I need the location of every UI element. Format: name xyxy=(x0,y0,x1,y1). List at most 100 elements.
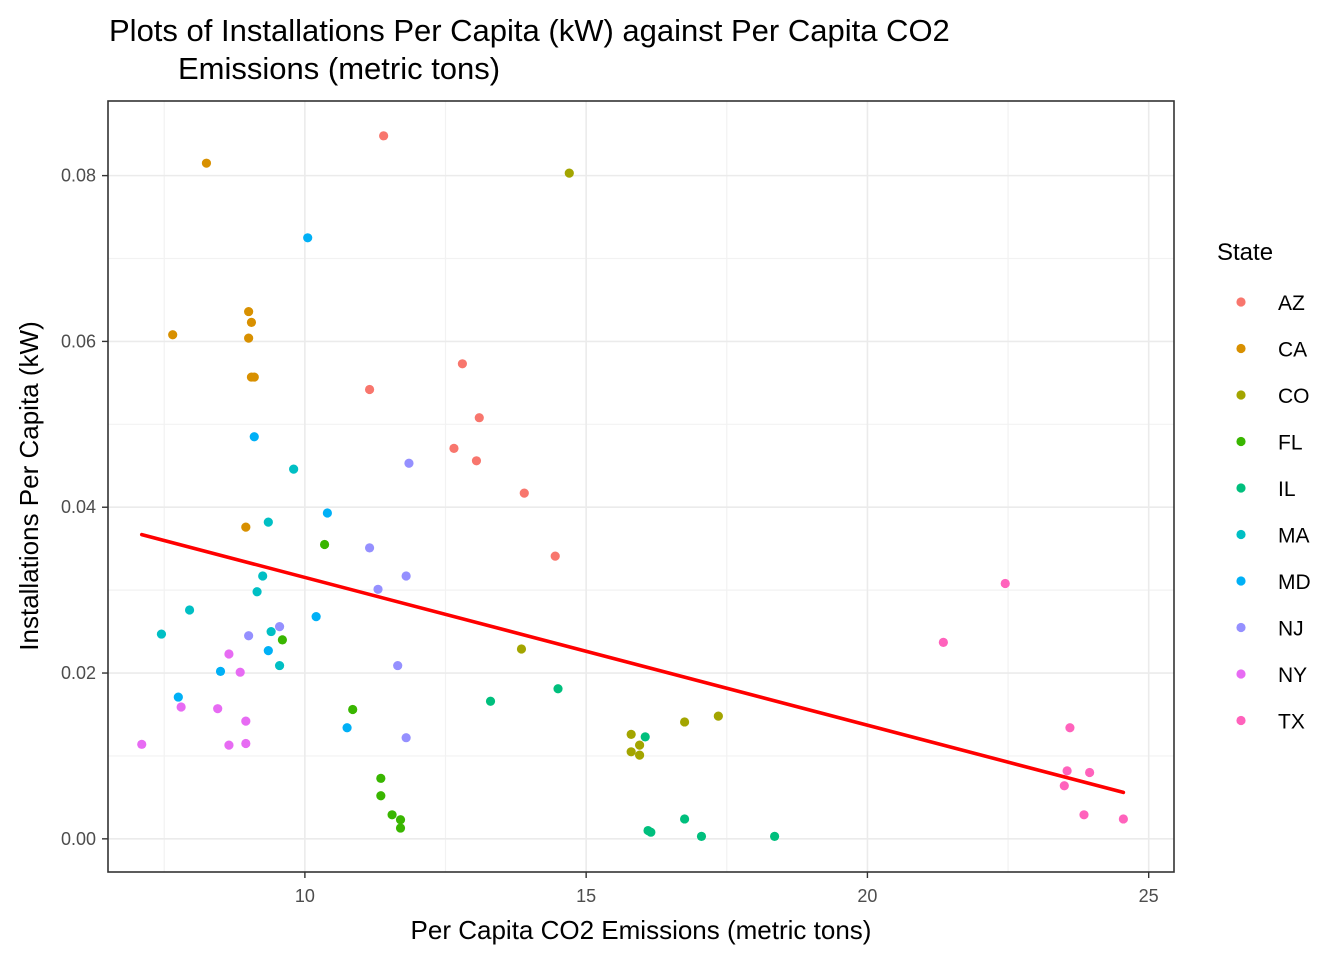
data-point-il xyxy=(640,732,650,742)
data-point-nj xyxy=(401,733,411,743)
data-point-fl xyxy=(387,810,397,820)
data-point-fl xyxy=(376,791,386,801)
data-point-tx xyxy=(1065,723,1075,733)
data-point-nj xyxy=(274,622,285,632)
legend: State AZ CA CO FL IL MA MD NJ NY TX xyxy=(1217,239,1311,734)
data-point-az xyxy=(457,359,467,369)
data-point-co xyxy=(634,740,645,750)
data-point-ny xyxy=(176,702,186,712)
data-point-ma xyxy=(156,629,167,639)
data-point-az xyxy=(474,413,484,423)
data-point-nj xyxy=(364,543,375,553)
data-point-az xyxy=(449,443,459,453)
data-point-ma xyxy=(289,464,299,474)
legend-label-il: IL xyxy=(1278,478,1296,501)
data-point-ny xyxy=(224,740,234,750)
data-point-nj xyxy=(393,660,403,671)
y-tick-label: 0.00 xyxy=(61,829,96,849)
y-tick-label: 0.02 xyxy=(61,663,96,683)
data-point-ny xyxy=(137,739,147,749)
chart-title-line-2: Emissions (metric tons) xyxy=(178,51,500,86)
data-point-fl xyxy=(395,815,406,825)
x-tick-label: 10 xyxy=(295,886,315,906)
data-point-ma xyxy=(263,517,273,527)
data-point-tx xyxy=(1059,781,1069,791)
x-tick-label: 20 xyxy=(857,886,877,906)
legend-label-nj: NJ xyxy=(1278,618,1304,641)
data-point-md xyxy=(263,646,273,656)
data-point-tx xyxy=(1062,766,1072,776)
data-point-il xyxy=(679,814,690,824)
data-point-ma xyxy=(266,626,276,637)
data-point-fl xyxy=(376,773,386,783)
data-point-ma xyxy=(184,605,195,615)
x-tick-label: 25 xyxy=(1139,886,1159,906)
y-tick-label: 0.08 xyxy=(61,166,96,186)
data-point-nj xyxy=(244,631,254,641)
data-point-az xyxy=(364,384,375,395)
legend-title: State xyxy=(1217,239,1273,266)
data-point-az xyxy=(550,551,560,561)
data-point-tx xyxy=(1000,578,1010,589)
data-point-ca xyxy=(168,330,178,340)
data-point-ca xyxy=(246,317,257,327)
data-point-md xyxy=(342,723,352,733)
axes: 10 15 20 25 0.00 0.02 0.04 0.06 0.08 xyxy=(61,100,1175,906)
data-point-ca xyxy=(201,158,212,168)
data-point-ca xyxy=(244,306,254,317)
y-tick-label: 0.06 xyxy=(61,331,96,351)
data-point-ny xyxy=(213,704,223,714)
legend-key-ca xyxy=(1236,343,1246,354)
legend-key-co xyxy=(1236,390,1246,400)
data-point-tx xyxy=(1118,814,1128,824)
data-point-co xyxy=(713,711,723,721)
data-point-ca xyxy=(241,522,251,532)
y-tick-label: 0.04 xyxy=(61,497,96,517)
data-point-md xyxy=(303,233,313,243)
legend-key-nj xyxy=(1236,622,1246,633)
data-point-md xyxy=(173,692,183,702)
data-point-ny xyxy=(224,649,234,659)
data-point-fl xyxy=(348,704,358,715)
legend-key-ny xyxy=(1236,669,1246,679)
data-point-md xyxy=(215,666,226,676)
data-point-ny xyxy=(241,738,251,749)
legend-label-md: MD xyxy=(1278,571,1311,594)
data-point-fl xyxy=(277,635,287,645)
data-point-md xyxy=(311,612,321,622)
legend-key-fl xyxy=(1236,436,1246,447)
data-point-nj xyxy=(373,584,383,594)
data-point-tx xyxy=(1085,767,1095,778)
data-point-ca xyxy=(249,372,259,382)
data-point-co xyxy=(634,750,645,760)
data-point-il xyxy=(646,827,656,837)
data-point-md xyxy=(249,432,259,442)
legend-label-ca: CA xyxy=(1278,339,1307,362)
legend-key-md xyxy=(1236,576,1246,586)
data-point-ny xyxy=(241,716,251,726)
data-point-tx xyxy=(1079,810,1089,820)
data-point-az xyxy=(379,131,389,141)
legend-label-tx: TX xyxy=(1278,711,1305,734)
data-point-tx xyxy=(938,637,948,647)
data-point-co xyxy=(626,729,636,739)
legend-label-az: AZ xyxy=(1278,292,1305,315)
data-point-co xyxy=(516,644,527,654)
legend-label-ny: NY xyxy=(1278,664,1307,687)
data-point-co xyxy=(679,717,690,727)
x-axis-title: Per Capita CO2 Emissions (metric tons) xyxy=(411,915,872,945)
data-points xyxy=(137,131,1128,841)
data-point-ma xyxy=(258,571,268,581)
legend-label-fl: FL xyxy=(1278,432,1303,455)
data-point-il xyxy=(553,684,563,694)
legend-key-il xyxy=(1236,483,1246,493)
data-point-ny xyxy=(235,667,245,677)
data-point-il xyxy=(770,831,780,841)
chart-title-line-1: Plots of Installations Per Capita (kW) a… xyxy=(109,13,950,48)
legend-key-tx xyxy=(1236,715,1246,726)
data-point-il xyxy=(696,831,707,841)
legend-key-az xyxy=(1236,297,1246,307)
panel-border xyxy=(107,100,1175,873)
data-point-ma xyxy=(274,660,285,671)
